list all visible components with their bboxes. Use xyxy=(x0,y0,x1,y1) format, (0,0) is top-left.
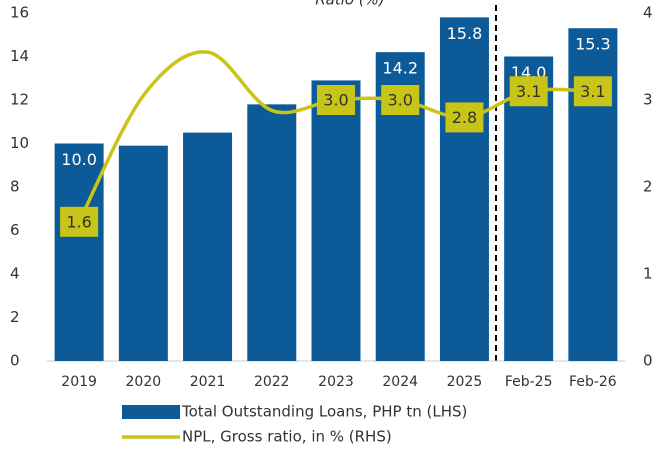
x-tick-label: 2025 xyxy=(447,374,483,390)
line-label-box xyxy=(60,206,99,237)
y-tick-label: 8 xyxy=(10,178,20,196)
line-label-box xyxy=(573,76,612,107)
bar-label: 15.3 xyxy=(575,35,611,54)
line-label: 3.0 xyxy=(323,91,348,110)
y2-tick-label: 3 xyxy=(643,91,653,109)
y-tick-label: 16 xyxy=(10,4,29,22)
line-label-box xyxy=(445,102,484,133)
x-tick-label: 2022 xyxy=(254,374,290,390)
bar xyxy=(118,145,168,361)
y-tick-label: 10 xyxy=(10,134,29,152)
y-tick-label: 2 xyxy=(10,308,20,326)
x-tick-label: 2023 xyxy=(318,374,354,390)
line-label: 1.6 xyxy=(66,212,91,231)
line-label: 3.1 xyxy=(580,82,605,101)
y-tick-label: 0 xyxy=(10,352,20,370)
x-tick-label: 2021 xyxy=(190,374,226,390)
bar xyxy=(504,56,554,361)
y2-tick-label: 2 xyxy=(643,178,653,196)
x-tick-label: 2020 xyxy=(126,374,162,390)
y2-tick-label: 4 xyxy=(643,4,653,22)
bar xyxy=(54,143,104,361)
y-tick-label: 6 xyxy=(10,221,20,239)
line-label: 3.1 xyxy=(516,82,541,101)
y-tick-label: 4 xyxy=(10,265,20,283)
bar xyxy=(247,104,297,361)
line-label: 3.0 xyxy=(387,91,412,110)
line-label-box xyxy=(509,76,548,107)
legend-label: Total Outstanding Loans, PHP tn (LHS) xyxy=(181,403,467,421)
line-label-box xyxy=(317,85,355,115)
bar xyxy=(439,17,489,361)
y2-tick-label: 0 xyxy=(643,352,653,370)
bar-label: 14.2 xyxy=(382,59,418,78)
y2-tick-label: 1 xyxy=(643,265,653,283)
x-tick-label: Feb-25 xyxy=(505,374,553,390)
x-tick-label: 2024 xyxy=(382,374,418,390)
bar xyxy=(311,80,361,362)
x-tick-label: Feb-26 xyxy=(569,374,617,390)
legend-swatch xyxy=(122,405,180,419)
bar xyxy=(183,132,233,361)
x-tick-label: 2019 xyxy=(61,374,97,390)
line-label: 2.8 xyxy=(452,108,477,127)
bar-label: 15.8 xyxy=(447,24,483,43)
bar-label: 10.0 xyxy=(61,150,97,169)
y-tick-label: 14 xyxy=(10,47,29,65)
y-tick-label: 12 xyxy=(10,91,29,109)
legend-label: NPL, Gross ratio, in % (RHS) xyxy=(182,428,392,446)
chart-title: Ratio (%) xyxy=(315,0,385,9)
line-label-box xyxy=(381,85,420,115)
